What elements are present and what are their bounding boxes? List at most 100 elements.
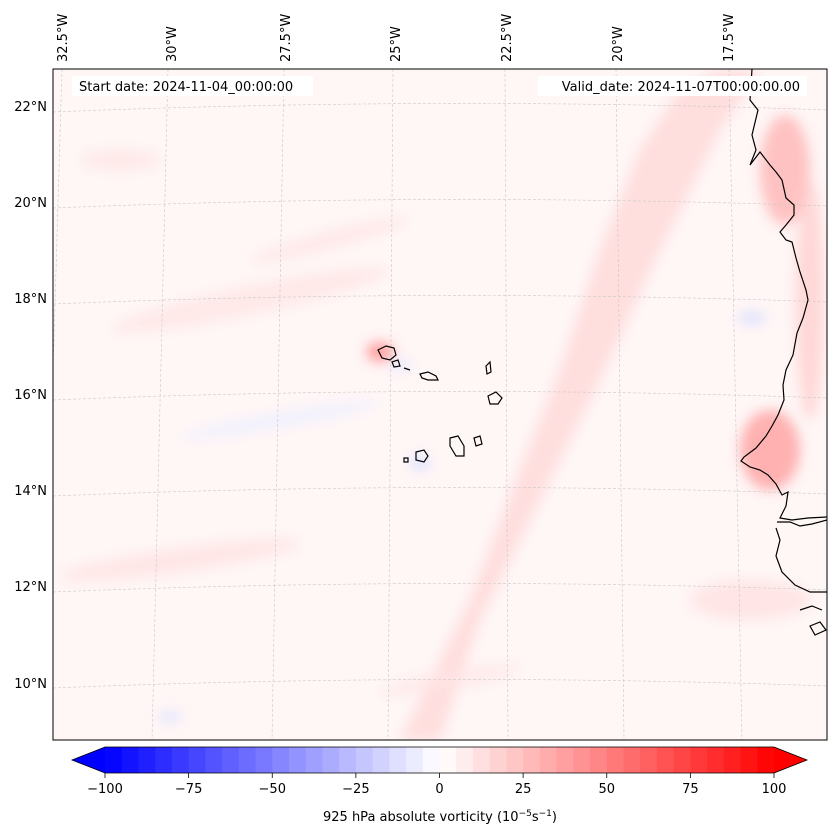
parallel-line — [53, 583, 827, 593]
colorbar-title-exp2: −1 — [539, 809, 552, 819]
map-graticule — [53, 69, 827, 740]
colorbar-swatch — [556, 747, 574, 773]
lon-label: 20°W — [611, 26, 626, 62]
colorbar-swatch — [656, 747, 675, 773]
colorbar-tick-label: 50 — [598, 782, 615, 797]
parallel-line — [53, 103, 827, 113]
colorbar-swatch — [523, 747, 541, 773]
africa-coastline — [740, 69, 827, 636]
map-frame — [52, 68, 828, 741]
colorbar-swatch — [673, 747, 691, 773]
start-date-box — [72, 76, 313, 96]
sao-nicolau-island — [419, 371, 439, 381]
lat-label: 14°N — [14, 484, 47, 499]
santo-antao-island — [377, 345, 397, 361]
sal-island — [485, 360, 492, 375]
colorbar-extend-max — [774, 747, 807, 773]
colorbar-swatch — [623, 747, 641, 773]
parallel-line — [53, 295, 827, 305]
colorbar-swatch — [539, 747, 558, 773]
lon-label: 17.5°W — [722, 14, 737, 62]
lat-label: 16°N — [14, 388, 47, 403]
colorbar-swatch — [723, 747, 742, 773]
colorbar-extend-min — [72, 747, 105, 773]
colorbar-tick-label: 100 — [762, 782, 787, 797]
colorbar-tick-label: −100 — [87, 782, 123, 797]
colorbar-swatches — [72, 747, 807, 773]
colorbar-swatch — [205, 747, 223, 773]
colorbar-tick-label: 25 — [515, 782, 532, 797]
colorbar-swatch — [222, 747, 240, 773]
colorbar-swatch — [506, 747, 524, 773]
lat-label: 10°N — [14, 677, 47, 692]
colorbar-title-mid: s — [532, 810, 539, 825]
santiago-island — [449, 435, 465, 457]
colorbar-title-end: ) — [552, 810, 557, 825]
colorbar-swatch — [690, 747, 708, 773]
meridian-line — [728, 69, 743, 740]
colorbar-swatch — [740, 747, 758, 773]
colorbar-swatch — [573, 747, 591, 773]
lat-label: 22°N — [14, 100, 47, 115]
parallel-line — [53, 199, 827, 209]
vorticity-shading — [61, 70, 824, 740]
parallel-line — [53, 391, 827, 401]
map-plot-area — [53, 69, 827, 740]
colorbar-swatch — [305, 747, 324, 773]
lon-label: 25°W — [389, 26, 404, 62]
colorbar-swatch — [456, 747, 474, 773]
meridian-line — [53, 69, 63, 382]
colorbar-title: 925 hPa absolute vorticity (10−5s−1) — [323, 809, 557, 825]
colorbar-tick-label: −25 — [342, 782, 369, 797]
lat-label: 18°N — [14, 292, 47, 307]
parallel-line — [53, 487, 827, 497]
colorbar-swatch — [640, 747, 658, 773]
meridian-line — [151, 69, 169, 740]
latitude-labels: 22°N 20°N 18°N 16°N 14°N 12°N 10°N — [14, 100, 47, 692]
colorbar-swatch — [472, 747, 491, 773]
meridian-line — [387, 69, 394, 740]
lon-label: 27.5°W — [279, 14, 294, 62]
colorbar-swatch — [422, 747, 441, 773]
longitude-labels: 32.5°W 30°W 27.5°W 25°W 22.5°W 20°W 17.5… — [56, 14, 737, 62]
colorbar-title-exp1: −5 — [519, 809, 532, 819]
santa-luzia-island — [403, 367, 411, 371]
brava-island — [403, 457, 409, 463]
colorbar-swatch — [339, 747, 357, 773]
colorbar-tick-label: −75 — [175, 782, 202, 797]
colorbar-swatch — [255, 747, 273, 773]
colorbar-swatch — [105, 747, 123, 773]
colorbar-swatch — [171, 747, 190, 773]
colorbar-tick-label: 0 — [435, 782, 443, 797]
colorbar-swatch — [389, 747, 407, 773]
colorbar-swatch — [606, 747, 625, 773]
colorbar-swatch — [272, 747, 290, 773]
colorbar-swatch — [757, 747, 775, 773]
coastlines — [377, 69, 827, 636]
colorbar-tick-label: −50 — [259, 782, 286, 797]
colorbar-ticks: −100 −75 −50 −25 0 25 50 75 100 — [87, 773, 786, 797]
meridian-line — [504, 69, 509, 740]
meridian-line — [271, 69, 285, 740]
sao-vicente-island — [391, 359, 401, 368]
meridian-line — [615, 69, 625, 740]
colorbar-swatch — [288, 747, 307, 773]
vorticity-field-background — [53, 69, 827, 740]
colorbar-swatch — [121, 747, 140, 773]
colorbar-title-main: 925 hPa absolute vorticity (10 — [323, 810, 519, 825]
colorbar-swatch — [138, 747, 156, 773]
colorbar-swatch — [406, 747, 424, 773]
colorbar-swatch — [372, 747, 390, 773]
colorbar-swatch — [355, 747, 374, 773]
colorbar-swatch — [489, 747, 507, 773]
lat-label: 12°N — [14, 580, 47, 595]
lat-label: 20°N — [14, 196, 47, 211]
colorbar-swatch — [188, 747, 206, 773]
colorbar-swatch — [707, 747, 725, 773]
colorbar-swatch — [155, 747, 173, 773]
parallel-line — [53, 679, 827, 689]
valid-date-box — [538, 76, 807, 96]
lon-label: 32.5°W — [56, 14, 71, 62]
valid-date-label: Valid_date: 2024-11-07T00:00:00.00 — [562, 80, 800, 95]
